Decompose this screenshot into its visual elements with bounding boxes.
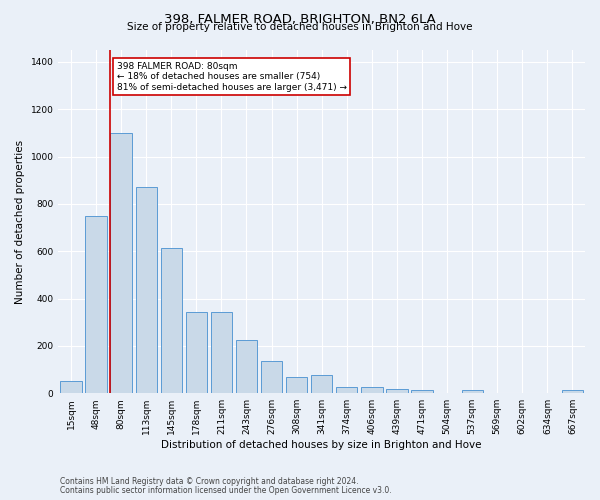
Bar [361, 386, 383, 393]
Text: Size of property relative to detached houses in Brighton and Hove: Size of property relative to detached ho… [127, 22, 473, 32]
Bar [85, 216, 107, 393]
X-axis label: Distribution of detached houses by size in Brighton and Hove: Distribution of detached houses by size … [161, 440, 482, 450]
Bar [286, 377, 307, 393]
Bar [185, 312, 207, 393]
Text: 398 FALMER ROAD: 80sqm
← 18% of detached houses are smaller (754)
81% of semi-de: 398 FALMER ROAD: 80sqm ← 18% of detached… [117, 62, 347, 92]
Bar [161, 248, 182, 393]
Bar [136, 188, 157, 393]
Bar [236, 340, 257, 393]
Bar [386, 389, 407, 393]
Bar [412, 390, 433, 393]
Bar [562, 390, 583, 393]
Text: Contains public sector information licensed under the Open Government Licence v3: Contains public sector information licen… [60, 486, 392, 495]
Bar [60, 381, 82, 393]
Text: 398, FALMER ROAD, BRIGHTON, BN2 6LA: 398, FALMER ROAD, BRIGHTON, BN2 6LA [164, 12, 436, 26]
Bar [261, 362, 282, 393]
Bar [461, 390, 483, 393]
Bar [311, 376, 332, 393]
Text: Contains HM Land Registry data © Crown copyright and database right 2024.: Contains HM Land Registry data © Crown c… [60, 477, 359, 486]
Y-axis label: Number of detached properties: Number of detached properties [15, 140, 25, 304]
Bar [110, 133, 132, 393]
Bar [336, 386, 358, 393]
Bar [211, 312, 232, 393]
